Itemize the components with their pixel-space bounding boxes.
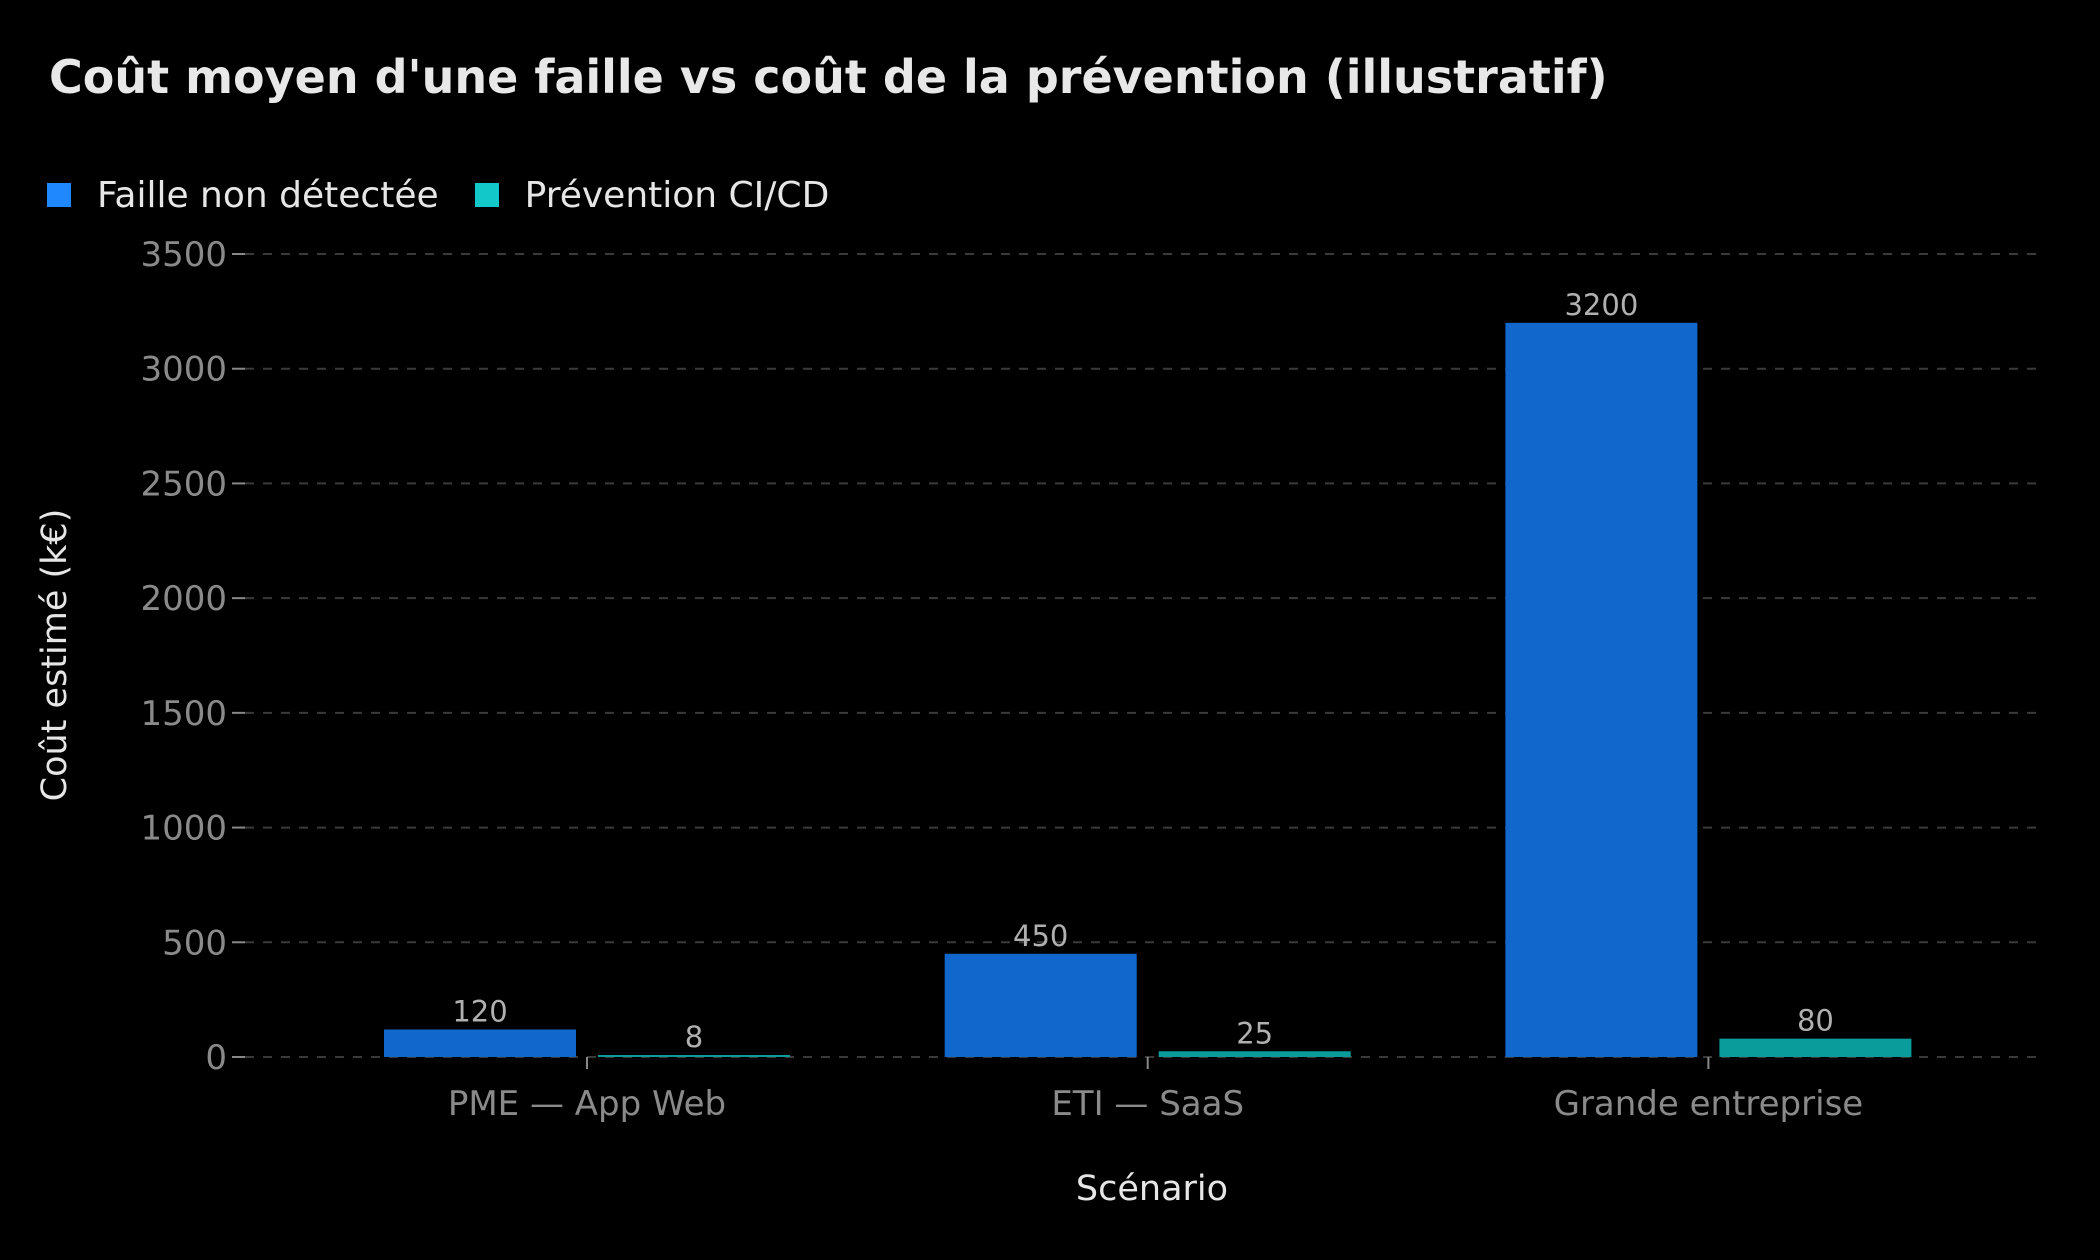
bar xyxy=(1505,322,1698,1057)
y-tick-label: 3500 xyxy=(140,235,227,275)
y-tick-label: 0 xyxy=(205,1038,227,1078)
x-axis-label: Scénario xyxy=(1076,1169,1228,1209)
bar-value-label: 120 xyxy=(452,994,507,1028)
bar-value-label: 80 xyxy=(1797,1004,1834,1038)
y-tick-label: 3000 xyxy=(140,350,227,390)
chart-title: Coût moyen d'une faille vs coût de la pr… xyxy=(49,50,1608,104)
bar-value-label: 3200 xyxy=(1564,288,1638,322)
bar xyxy=(1719,1038,1912,1057)
y-axis-label: Coût estimé (k€) xyxy=(35,509,75,802)
legend-swatch-prevention xyxy=(474,183,499,207)
legend-item-prevention: Prévention CI/CD xyxy=(474,174,830,216)
legend-label-faille: Faille non détectée xyxy=(97,174,439,216)
y-tick-label: 1000 xyxy=(140,809,227,849)
bar xyxy=(1158,1051,1351,1057)
bar xyxy=(944,953,1137,1057)
y-tick-label: 2500 xyxy=(140,464,227,504)
legend-swatch-faille xyxy=(47,183,71,207)
bar-value-label: 25 xyxy=(1236,1016,1273,1050)
bar xyxy=(384,1029,576,1057)
bar-value-label: 450 xyxy=(1013,919,1068,953)
y-tick-label: 2000 xyxy=(140,579,227,619)
x-tick-label: Grande entreprise xyxy=(1554,1084,1864,1124)
bar xyxy=(598,1055,790,1057)
y-tick-label: 500 xyxy=(162,923,227,963)
x-tick-label: ETI — SaaS xyxy=(1051,1084,1244,1124)
legend-label-prevention: Prévention CI/CD xyxy=(524,174,830,216)
bar-value-label: 8 xyxy=(685,1020,703,1054)
x-tick-label: PME — App Web xyxy=(448,1084,726,1124)
legend-item-faille: Faille non détectée xyxy=(47,175,439,216)
legend: Faille non détectée Prévention CI/CD xyxy=(47,170,865,220)
y-tick-label: 1500 xyxy=(140,694,227,734)
